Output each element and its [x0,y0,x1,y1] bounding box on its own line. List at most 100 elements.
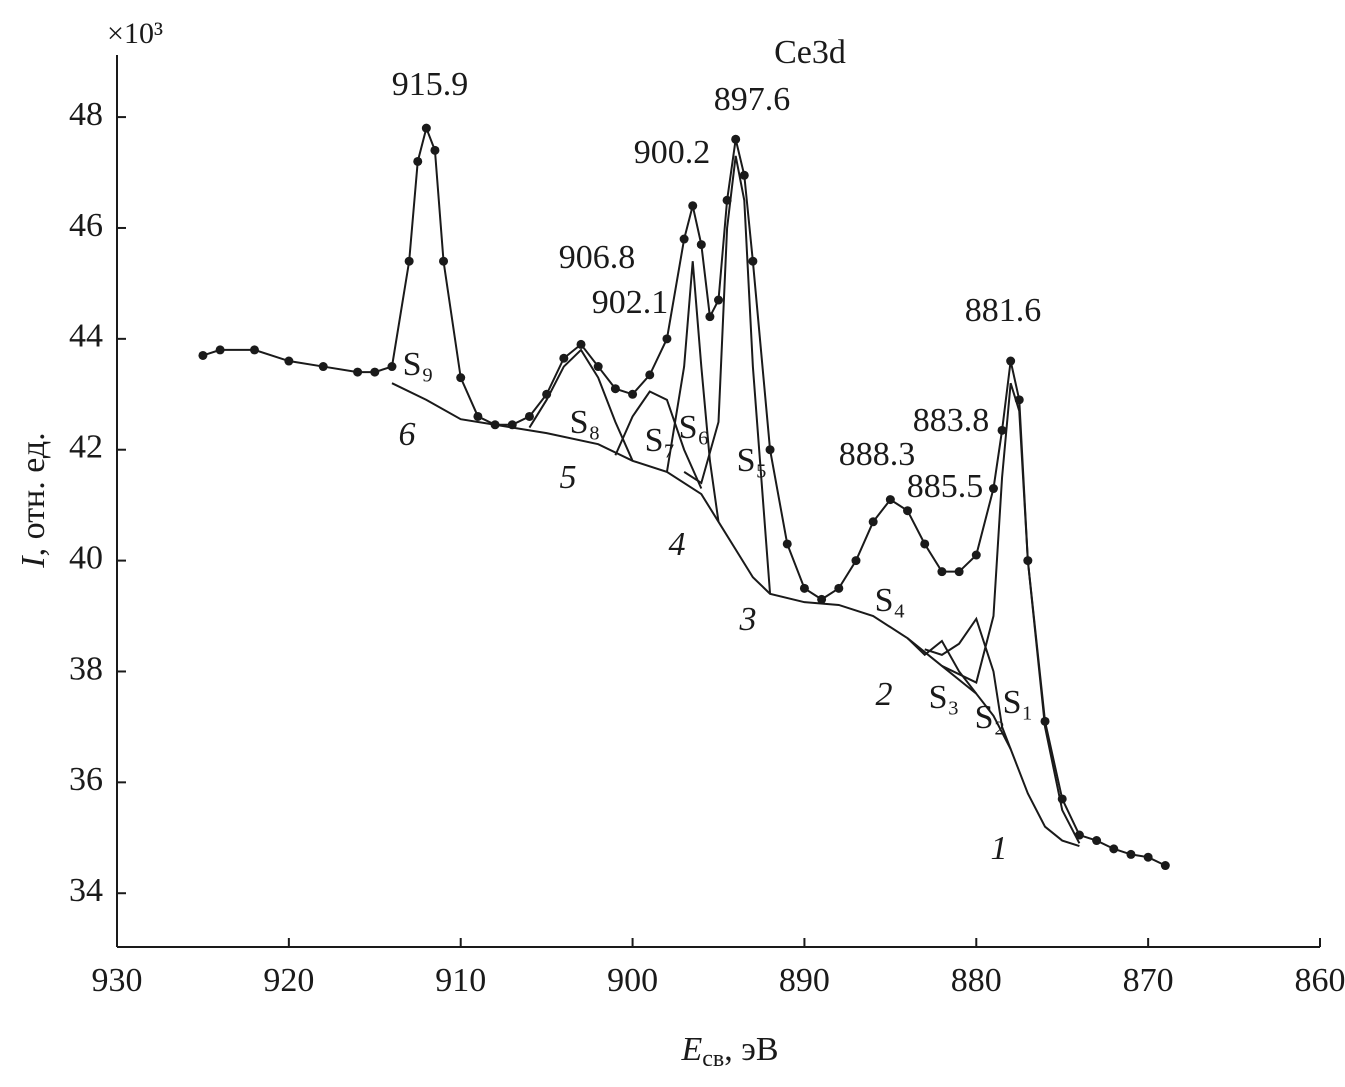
data-point [198,350,208,360]
data-point [1160,861,1170,871]
data-point [1126,849,1136,859]
data-point [971,550,981,560]
data-point [628,389,638,399]
data-point [1092,836,1102,846]
curve-label: 1 [991,830,1008,867]
y-tick-label: 34 [69,872,103,909]
component-label: S₄ [875,582,906,619]
x-tick-label: 870 [1123,962,1174,999]
data-point [610,384,620,394]
data-point [748,256,758,266]
curve-label: 5 [560,459,577,496]
curve-label: 6 [399,416,416,453]
data-point [1109,844,1119,854]
data-point [439,256,449,266]
data-point [559,353,569,363]
data-point [524,411,534,421]
curve-label: 3 [739,601,757,638]
x-tick-label: 930 [92,962,143,999]
x-tick-label: 890 [779,962,830,999]
x-label-unit: , эВ [724,1031,778,1068]
data-point [799,583,809,593]
data-point [765,445,775,455]
data-point [885,495,895,505]
data-point [576,339,586,349]
data-point [731,134,741,144]
fit-curve [924,616,1012,750]
y-multiplier: ×10³ [107,17,163,50]
data-point [817,594,827,604]
data-point [739,170,749,180]
data-point [370,367,380,377]
curve-label: 4 [669,526,686,563]
data-point [834,583,844,593]
y-label-unit: , отн. ед. [15,432,52,556]
data-point [696,240,706,250]
peak-label: 900.2 [634,134,711,171]
data-point [714,295,723,305]
data-point [920,539,930,549]
x-tick-label: 900 [607,962,658,999]
data-point [688,201,698,211]
peak-label: 897.6 [714,81,791,118]
data-point [679,234,689,244]
curve-label: 2 [876,676,893,713]
peak-label: 888.3 [839,436,916,473]
data-point [430,145,440,155]
data-point [249,345,259,355]
fit-curve [941,382,1081,844]
data-point [851,556,861,566]
x-label-subscript: св [702,1046,724,1072]
data-point [903,506,913,516]
y-label-symbol: I [15,555,52,569]
x-tick-label: 860 [1295,962,1345,999]
x-tick-label: 920 [263,962,314,999]
peak-label: 881.6 [965,292,1042,329]
data-point [215,345,225,355]
data-point [456,373,466,383]
peak-label: 885.5 [907,468,984,505]
x-tick-label: 880 [951,962,1002,999]
y-tick-label: 40 [69,539,103,576]
data-point [868,517,878,527]
data-point [645,370,655,380]
data-point [421,123,431,133]
y-tick-label: 48 [69,96,103,133]
y-axis-label: I, отн. ед. [15,432,52,568]
y-tick-label: 36 [69,761,103,798]
data-point [404,256,414,266]
fit-curve [665,261,720,522]
component-label: S₉ [403,346,434,383]
y-tick-label: 44 [69,318,103,355]
component-label: S₂ [975,699,1006,736]
peak-label: 883.8 [913,402,990,439]
y-tick-label: 42 [69,429,103,466]
x-tick-label: 910 [435,962,486,999]
data-point [782,539,792,549]
component-label: S₈ [570,404,601,441]
data-point [593,362,603,372]
component-label: S₁ [1003,684,1034,721]
y-tick-label: 38 [69,650,103,687]
data-point [473,411,483,421]
component-label: S₃ [929,679,960,716]
data-point [1006,356,1016,366]
fit-curve [906,637,978,695]
component-label: S₅ [737,442,768,479]
component-label: S₆ [679,409,710,446]
x-label-symbol: E [680,1031,702,1068]
data-point [662,334,672,344]
data-point [937,567,947,577]
data-point [353,367,363,377]
data-point [387,362,397,372]
data-point [954,567,964,577]
fit-curve [528,348,634,462]
fit-curve [614,390,703,489]
peak-label: 902.1 [592,284,669,321]
fit-curve [683,155,772,594]
data-point [413,156,423,166]
y-tick-label: 46 [69,207,103,244]
peak-label: 915.9 [392,66,469,103]
data-point [997,425,1007,435]
x-axis-label: Eсв, эВ [680,1031,778,1072]
